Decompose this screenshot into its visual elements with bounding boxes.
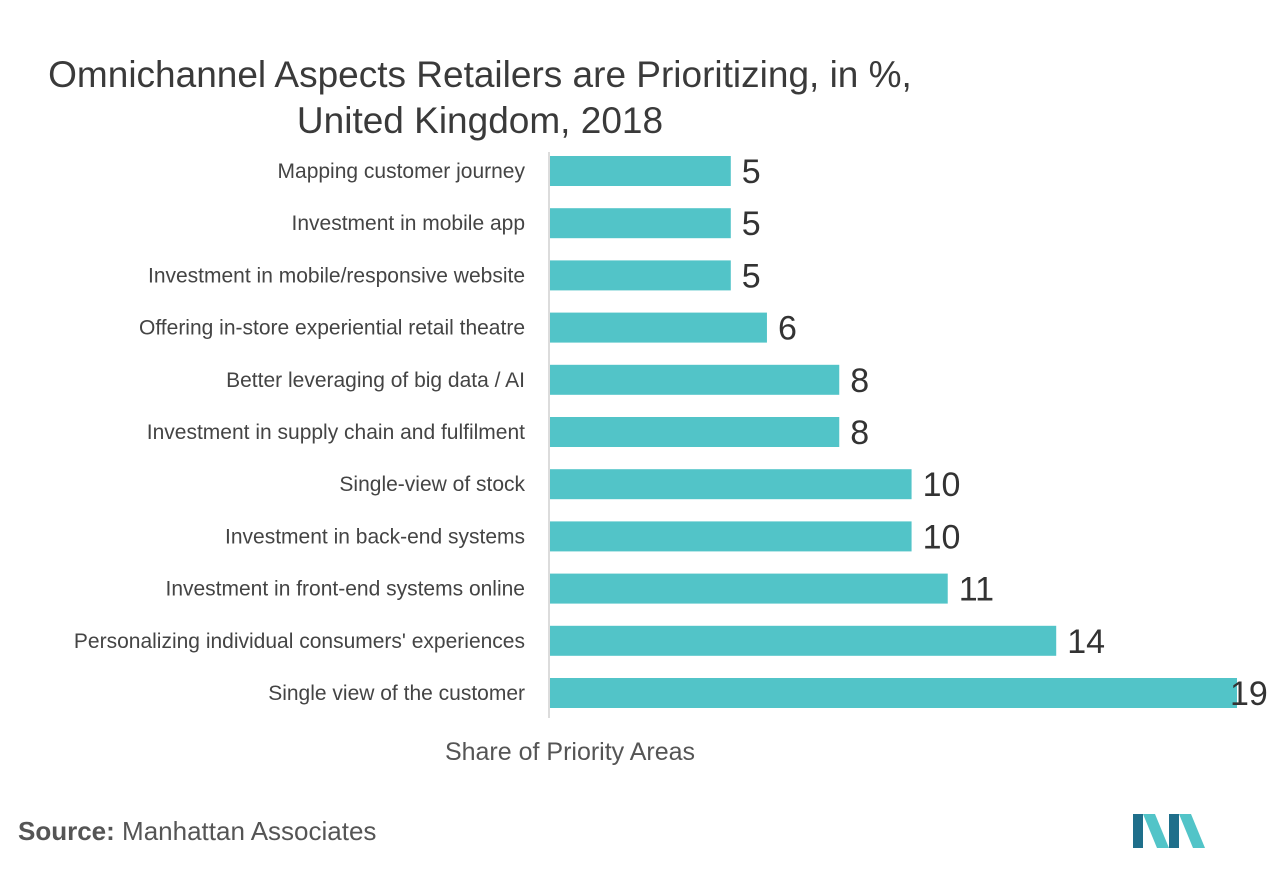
bar: [550, 678, 1237, 708]
x-axis-label: Share of Priority Areas: [444, 738, 696, 766]
source-note: Source: Manhattan Associates: [18, 816, 376, 847]
logo-shape-3: [1169, 814, 1179, 848]
value-label: 8: [850, 414, 869, 452]
chart-title: Omnichannel Aspects Retailers are Priori…: [0, 52, 960, 144]
bar: [550, 156, 731, 186]
category-label: Personalizing individual consumers' expe…: [74, 630, 525, 653]
value-label: 19: [1230, 675, 1268, 713]
bar: [550, 521, 912, 552]
value-label: 5: [742, 257, 761, 295]
logo-shape-2: [1143, 814, 1169, 848]
category-label: Offering in-store experiential retail th…: [139, 317, 525, 340]
value-label: 14: [1067, 623, 1105, 661]
bar: [550, 364, 840, 395]
bar: [550, 417, 840, 447]
category-label: Better leveraging of big data / AI: [226, 369, 525, 392]
chart-title-line-1: Omnichannel Aspects Retailers are Priori…: [48, 54, 912, 95]
value-label: 5: [742, 153, 761, 191]
bar: [550, 625, 1057, 656]
value-label: 8: [850, 362, 869, 400]
source-label: Source:: [18, 816, 115, 846]
logo-shape-1: [1133, 814, 1143, 848]
bar: [550, 260, 731, 291]
category-label: Investment in supply chain and fulfilmen…: [147, 421, 525, 444]
value-label: 6: [778, 310, 797, 348]
value-label: 5: [742, 205, 761, 243]
mordor-logo-icon: [1133, 814, 1205, 848]
value-label: 11: [959, 571, 994, 609]
logo-shape-4: [1179, 814, 1205, 848]
category-label: Single-view of stock: [339, 473, 525, 496]
source-text: Manhattan Associates: [122, 816, 377, 846]
bar: [550, 312, 767, 343]
bar: [550, 208, 731, 239]
chart-title-line-2: United Kingdom, 2018: [296, 100, 664, 141]
category-label: Investment in mobile/responsive website: [148, 264, 525, 287]
category-label: Single view of the customer: [268, 682, 525, 705]
category-label: Mapping customer journey: [278, 160, 526, 183]
bars-group: Mapping customer journey 5 Investment in m…: [74, 153, 1268, 713]
bar: [550, 469, 912, 500]
bar: [550, 573, 948, 604]
value-label: 10: [923, 518, 961, 556]
category-label: Investment in front-end systems online: [165, 578, 525, 601]
category-label: Investment in back-end systems: [225, 525, 525, 548]
value-label: 10: [923, 466, 961, 504]
category-label: Investment in mobile app: [292, 212, 525, 235]
